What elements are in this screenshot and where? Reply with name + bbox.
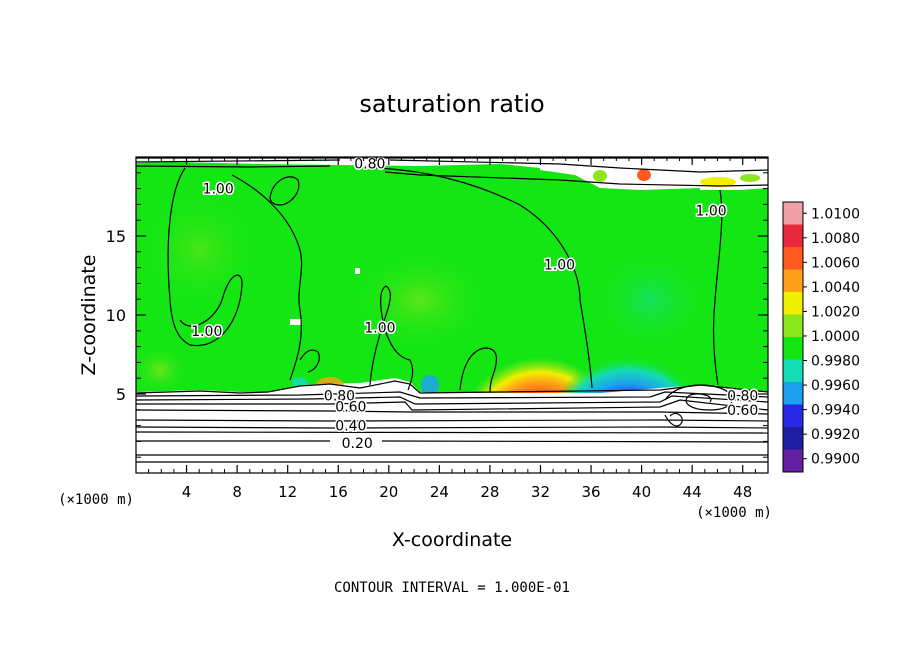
x-tick-label: 24 bbox=[430, 483, 449, 501]
colorbar-swatch bbox=[783, 224, 803, 248]
colorbar-swatch bbox=[783, 382, 803, 405]
field-variation bbox=[140, 190, 260, 310]
contour-label: 1.00 bbox=[203, 182, 234, 198]
contour-line bbox=[136, 431, 768, 434]
y-axis: 5 10 15 bbox=[106, 172, 768, 458]
contour-line bbox=[136, 419, 768, 422]
contour-labels: 0.801.001.001.001.001.000.800.600.400.20… bbox=[190, 156, 760, 453]
colorbar-label: 1.0060 bbox=[811, 255, 860, 271]
field-spot bbox=[593, 170, 607, 182]
contour-label: 0.80 bbox=[354, 156, 385, 172]
colorbar-swatch bbox=[783, 269, 803, 293]
colorbar-swatch bbox=[783, 404, 803, 428]
x-tick-label: 48 bbox=[733, 483, 752, 501]
contour-line bbox=[664, 384, 733, 411]
x-tick-label: 32 bbox=[531, 483, 550, 501]
colorbar-label: 0.9960 bbox=[811, 378, 860, 394]
x-tick-label: 20 bbox=[379, 483, 398, 501]
contour-line bbox=[375, 167, 593, 389]
contour-line bbox=[167, 167, 243, 347]
contour-interval-note: CONTOUR INTERVAL = 1.000E-01 bbox=[334, 580, 570, 596]
y-tick-label: 5 bbox=[116, 385, 126, 404]
y-unit-label: (×1000 m) bbox=[696, 505, 772, 521]
colorbar-label: 0.9900 bbox=[811, 452, 860, 468]
contour-line bbox=[664, 412, 683, 427]
colorbar-label: 0.9940 bbox=[811, 403, 860, 419]
colorbar-swatch bbox=[783, 449, 803, 473]
x-tick-label: 28 bbox=[480, 483, 499, 501]
contour-line bbox=[136, 159, 768, 173]
colorbar-swatch bbox=[783, 247, 803, 270]
contour-label: 1.00 bbox=[696, 204, 727, 220]
contour-line bbox=[369, 285, 414, 391]
x-axis: 4 8 12 16 20 24 28 32 36 40 44 48 bbox=[148, 157, 756, 501]
colorbar-swatch bbox=[783, 427, 803, 450]
y-axis-title: Z-coordinate bbox=[78, 255, 100, 376]
colorbar-swatch bbox=[783, 202, 803, 225]
contour-label: 0.60 bbox=[727, 403, 758, 419]
field-variation bbox=[136, 345, 190, 395]
contour-line bbox=[459, 347, 497, 393]
dry-pocket bbox=[355, 268, 360, 274]
colorbar-label: 1.0020 bbox=[811, 304, 860, 320]
contour-label: 1.00 bbox=[191, 324, 222, 340]
y-tick-label: 15 bbox=[106, 227, 126, 246]
contour-label: 0.60 bbox=[335, 400, 366, 416]
colorbar-frame bbox=[782, 201, 804, 473]
contour-line bbox=[299, 349, 320, 373]
x-tick-label: 16 bbox=[329, 483, 348, 501]
contour-label: 0.80 bbox=[727, 389, 758, 405]
contour-line bbox=[136, 399, 768, 411]
field-spot bbox=[740, 174, 760, 182]
contour-line bbox=[136, 380, 768, 394]
colorbar-label: 1.0080 bbox=[811, 231, 860, 247]
colorbar-label: 1.0040 bbox=[811, 280, 860, 296]
x-tick-label: 4 bbox=[182, 483, 192, 501]
contour-lines bbox=[136, 157, 768, 463]
x-tick-label: 44 bbox=[683, 483, 702, 501]
field-spot bbox=[700, 177, 736, 187]
colorbar-label: 1.0100 bbox=[811, 206, 860, 222]
colorbar-swatch bbox=[783, 314, 803, 338]
contour-line bbox=[712, 189, 723, 386]
colorbar-swatch bbox=[783, 292, 803, 315]
contour-line bbox=[136, 391, 768, 399]
colorbar-label: 0.9920 bbox=[811, 427, 860, 443]
contour-line bbox=[136, 426, 768, 429]
field-spot bbox=[421, 375, 439, 395]
x-axis-title: X-coordinate bbox=[392, 529, 512, 551]
x-unit-label: (×1000 m) bbox=[58, 492, 134, 508]
chart-title: saturation ratio bbox=[359, 90, 544, 118]
dry-pocket bbox=[290, 319, 302, 325]
contour-line bbox=[136, 165, 768, 187]
field-spot bbox=[637, 169, 651, 181]
x-tick-label: 8 bbox=[232, 483, 242, 501]
contour-line bbox=[269, 176, 300, 206]
colorbar-label: 1.0000 bbox=[811, 329, 860, 345]
colorbar-swatch bbox=[783, 359, 803, 383]
colorbar-swatch bbox=[783, 337, 803, 360]
colorbar-label: 0.9980 bbox=[811, 354, 860, 370]
y-tick-label: 10 bbox=[106, 306, 126, 325]
contour-label: 0.20 bbox=[342, 436, 373, 452]
colorbar: 1.0100 1.0080 1.0060 1.0040 1.0020 1.0000 0.99… bbox=[782, 201, 860, 473]
contour-label: 0.80 bbox=[324, 389, 355, 405]
contour-label: 0.40 bbox=[335, 419, 366, 435]
field-variation bbox=[350, 250, 490, 350]
contour-line bbox=[136, 395, 768, 405]
contour-label: 1.00 bbox=[544, 257, 575, 273]
x-tick-label: 12 bbox=[278, 483, 297, 501]
contour-line bbox=[231, 174, 303, 381]
x-tick-label: 36 bbox=[581, 483, 600, 501]
plot-area: 0.801.001.001.001.001.000.800.600.400.20… bbox=[136, 156, 768, 473]
contour-line bbox=[136, 440, 768, 443]
contour-label: 1.00 bbox=[364, 321, 395, 337]
x-tick-label: 40 bbox=[632, 483, 651, 501]
contour-line bbox=[136, 409, 768, 415]
